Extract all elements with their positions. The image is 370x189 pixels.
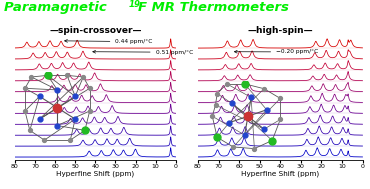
X-axis label: Hyperfine Shift (ppm): Hyperfine Shift (ppm) — [56, 171, 134, 177]
Text: 19: 19 — [129, 0, 141, 9]
Text: Paramagnetic: Paramagnetic — [4, 1, 111, 14]
Title: —high-spin—: —high-spin— — [248, 26, 313, 35]
Text: 0.51 ppm/°C: 0.51 ppm/°C — [93, 50, 193, 55]
X-axis label: Hyperfine Shift (ppm): Hyperfine Shift (ppm) — [241, 171, 319, 177]
Text: F MR Thermometers: F MR Thermometers — [138, 1, 289, 14]
Text: 0.44 ppm/°C: 0.44 ppm/°C — [65, 39, 153, 44]
Text: −0.20 ppm/°C: −0.20 ppm/°C — [235, 50, 319, 54]
Title: —spin-crossover—: —spin-crossover— — [49, 26, 141, 35]
